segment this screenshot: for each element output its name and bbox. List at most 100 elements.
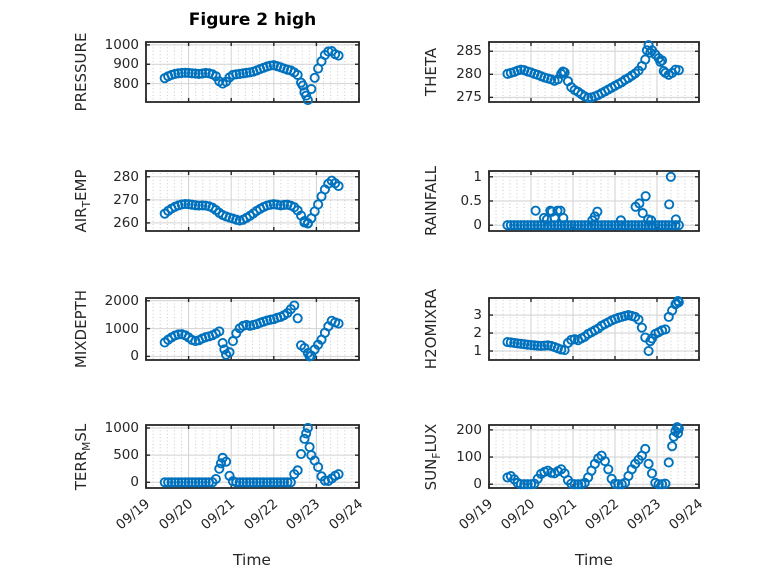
y-axis-label-text: H2OMIXRA bbox=[422, 288, 440, 370]
data-point bbox=[525, 340, 537, 351]
data-point bbox=[646, 215, 657, 226]
data-point bbox=[505, 220, 516, 231]
data-point bbox=[529, 220, 540, 231]
data-point bbox=[296, 449, 307, 460]
data-point bbox=[180, 67, 191, 78]
data-point bbox=[664, 199, 675, 210]
data-point bbox=[255, 477, 266, 488]
data-point bbox=[214, 326, 225, 337]
data-point bbox=[268, 477, 279, 488]
data-point bbox=[333, 469, 344, 480]
data-point bbox=[214, 463, 225, 474]
data-point bbox=[557, 66, 568, 77]
data-point bbox=[599, 220, 610, 231]
data-point bbox=[572, 220, 584, 231]
data-point bbox=[180, 477, 191, 488]
y-tick-label: 1 bbox=[473, 343, 482, 359]
data-point bbox=[306, 83, 317, 95]
data-point bbox=[656, 55, 668, 66]
y-tick-label: 0 bbox=[473, 217, 482, 234]
y-tick-label: 3 bbox=[473, 307, 482, 324]
data-point bbox=[173, 329, 184, 340]
data-point bbox=[304, 351, 315, 362]
y-tick-label: 500 bbox=[113, 447, 139, 464]
axes-box bbox=[145, 424, 360, 489]
data-point bbox=[636, 220, 647, 231]
subplot-sun_flux bbox=[488, 422, 700, 490]
data-point bbox=[244, 477, 255, 488]
data-point bbox=[186, 477, 198, 488]
data-point bbox=[596, 220, 607, 231]
y-axis-label-text: AIR bbox=[72, 207, 90, 233]
x-axis-title-left: Time bbox=[233, 551, 271, 569]
data-point bbox=[660, 324, 671, 335]
data-point bbox=[672, 422, 683, 433]
data-point bbox=[634, 198, 645, 209]
data-point bbox=[645, 47, 656, 58]
data-point bbox=[285, 477, 296, 488]
y-tick-label: 280 bbox=[456, 66, 482, 83]
data-point bbox=[183, 477, 194, 488]
y-tick-label: 1000 bbox=[104, 36, 139, 53]
data-point bbox=[616, 220, 627, 231]
data-point bbox=[636, 322, 647, 333]
y-axis-label-sun_flux: SUNFLUX bbox=[421, 382, 443, 532]
data-point bbox=[282, 477, 293, 488]
data-point bbox=[302, 422, 313, 434]
data-point bbox=[589, 211, 600, 222]
data-point bbox=[603, 220, 614, 231]
axes-box bbox=[488, 41, 700, 103]
data-point bbox=[219, 344, 230, 355]
y-tick-label: 0.5 bbox=[460, 193, 482, 209]
data-point bbox=[173, 477, 184, 488]
data-point bbox=[623, 220, 634, 231]
data-point bbox=[593, 220, 604, 231]
data-point bbox=[633, 220, 644, 231]
data-point bbox=[673, 65, 684, 76]
data-point bbox=[637, 208, 648, 219]
y-axis-label-text: MIXDEPTH bbox=[72, 289, 90, 369]
data-point bbox=[576, 220, 587, 231]
data-point bbox=[525, 220, 537, 231]
data-point bbox=[302, 218, 313, 229]
subplot-terr_msl bbox=[145, 422, 360, 489]
data-point bbox=[301, 90, 312, 101]
data-point bbox=[238, 477, 249, 488]
y-axis-label-text: SL bbox=[72, 423, 90, 442]
data-point bbox=[215, 458, 227, 469]
y-axis-label-text: SUN bbox=[422, 458, 440, 490]
data-point bbox=[200, 477, 211, 488]
data-point bbox=[663, 220, 674, 231]
data-point bbox=[656, 220, 668, 231]
data-point bbox=[613, 479, 624, 490]
data-point bbox=[193, 200, 204, 211]
data-point bbox=[299, 433, 310, 444]
data-point bbox=[302, 95, 313, 106]
data-point bbox=[261, 477, 273, 488]
data-point bbox=[272, 477, 283, 488]
y-tick-label: 1 bbox=[473, 168, 482, 185]
data-point bbox=[197, 200, 208, 211]
data-point bbox=[519, 479, 530, 490]
data-point bbox=[519, 220, 530, 231]
subplot-rainfall bbox=[488, 170, 700, 232]
data-point bbox=[672, 428, 684, 439]
y-axis-label-text: TERR bbox=[72, 450, 90, 490]
data-point bbox=[572, 479, 584, 490]
data-point bbox=[163, 477, 174, 488]
data-point bbox=[569, 479, 580, 490]
y-tick-label: 280 bbox=[113, 168, 139, 185]
y-axis-label-text: RAINFALL bbox=[422, 166, 440, 236]
data-point bbox=[241, 477, 252, 488]
data-point bbox=[660, 478, 671, 489]
y-tick-label: 0 bbox=[130, 474, 139, 491]
data-point bbox=[522, 220, 533, 231]
data-point bbox=[566, 220, 577, 231]
y-axis-label-text: LUX bbox=[422, 423, 440, 453]
data-point bbox=[673, 423, 684, 434]
data-point bbox=[180, 198, 191, 210]
y-tick-label: 100 bbox=[456, 449, 482, 466]
y-axis-label-theta: THETA bbox=[421, 0, 441, 147]
data-point bbox=[569, 220, 580, 231]
